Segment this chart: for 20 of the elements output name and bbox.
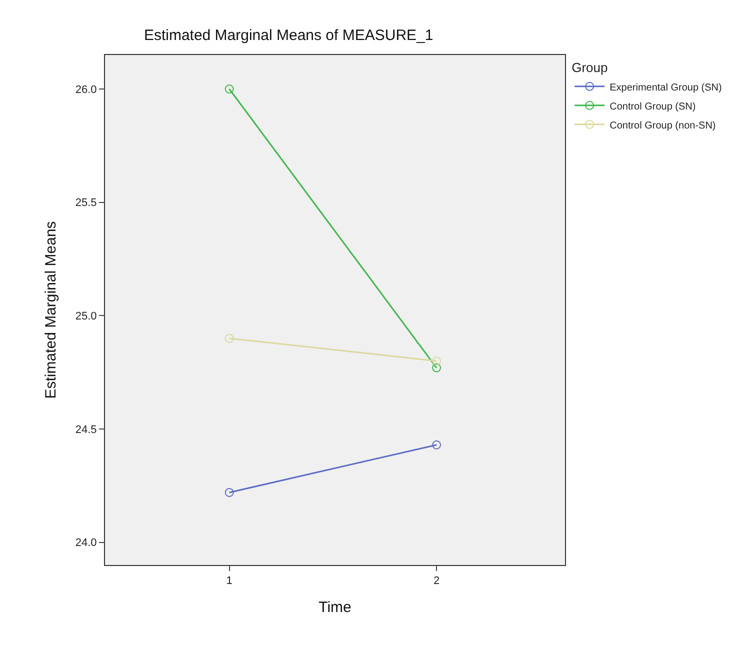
legend-label: Control Group (SN)	[610, 101, 696, 112]
chart-title: Estimated Marginal Means of MEASURE_1	[144, 26, 434, 44]
x-tick-label: 1	[226, 575, 232, 588]
point	[432, 440, 442, 450]
y-tick-label: 24.0	[75, 537, 97, 550]
point	[432, 356, 442, 366]
y-tick-label: 26.0	[75, 84, 97, 96]
y-tick-label: 24.5	[75, 424, 97, 436]
point	[224, 84, 234, 94]
legend-title: Group	[572, 60, 608, 75]
point	[432, 363, 442, 372]
y-axis-title: Estimated Marginal Means	[42, 221, 60, 399]
x-axis-title: Time	[318, 599, 352, 616]
y-tick-label: 25.5	[75, 197, 97, 210]
point	[224, 334, 234, 343]
point	[224, 488, 234, 497]
y-tick-label: 25.0	[75, 310, 97, 323]
legend-label: Experimental Group (SN)	[610, 82, 722, 94]
legend-label: Control Group (non-SN)	[610, 120, 716, 132]
x-tick-label: 2	[433, 575, 440, 588]
